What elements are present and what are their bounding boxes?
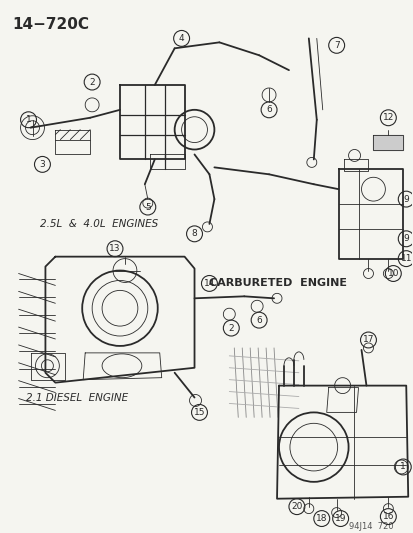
Text: 2.5L  &  4.0L  ENGINES: 2.5L & 4.0L ENGINES: [40, 219, 158, 229]
Text: 20: 20: [290, 502, 302, 511]
Text: 18: 18: [315, 514, 327, 523]
Text: 14−720C: 14−720C: [12, 17, 89, 31]
Text: 9: 9: [402, 195, 408, 204]
Text: 4: 4: [178, 34, 184, 43]
Text: 94J14  720: 94J14 720: [348, 521, 392, 530]
Text: 2: 2: [89, 77, 95, 86]
Text: 5: 5: [145, 203, 150, 212]
Text: 12: 12: [382, 113, 393, 122]
Text: 1: 1: [26, 115, 31, 124]
Text: 9: 9: [402, 235, 408, 243]
Text: 2.1 DIESEL  ENGINE: 2.1 DIESEL ENGINE: [26, 393, 127, 402]
Text: 19: 19: [334, 514, 346, 523]
Text: 8: 8: [191, 229, 197, 238]
Text: 13: 13: [109, 244, 121, 253]
Text: 14: 14: [203, 279, 215, 288]
Text: 11: 11: [399, 254, 411, 263]
Text: 17: 17: [362, 335, 373, 344]
Text: 7: 7: [333, 41, 339, 50]
Text: 6: 6: [266, 106, 271, 114]
Polygon shape: [373, 135, 402, 149]
Text: 1: 1: [399, 463, 405, 472]
Text: 6: 6: [256, 316, 261, 325]
Text: CARBURETED  ENGINE: CARBURETED ENGINE: [209, 278, 347, 288]
Text: 2: 2: [228, 324, 233, 333]
Text: 16: 16: [382, 512, 393, 521]
Text: 3: 3: [40, 160, 45, 169]
Text: 15: 15: [193, 408, 205, 417]
Text: 10: 10: [387, 269, 398, 278]
